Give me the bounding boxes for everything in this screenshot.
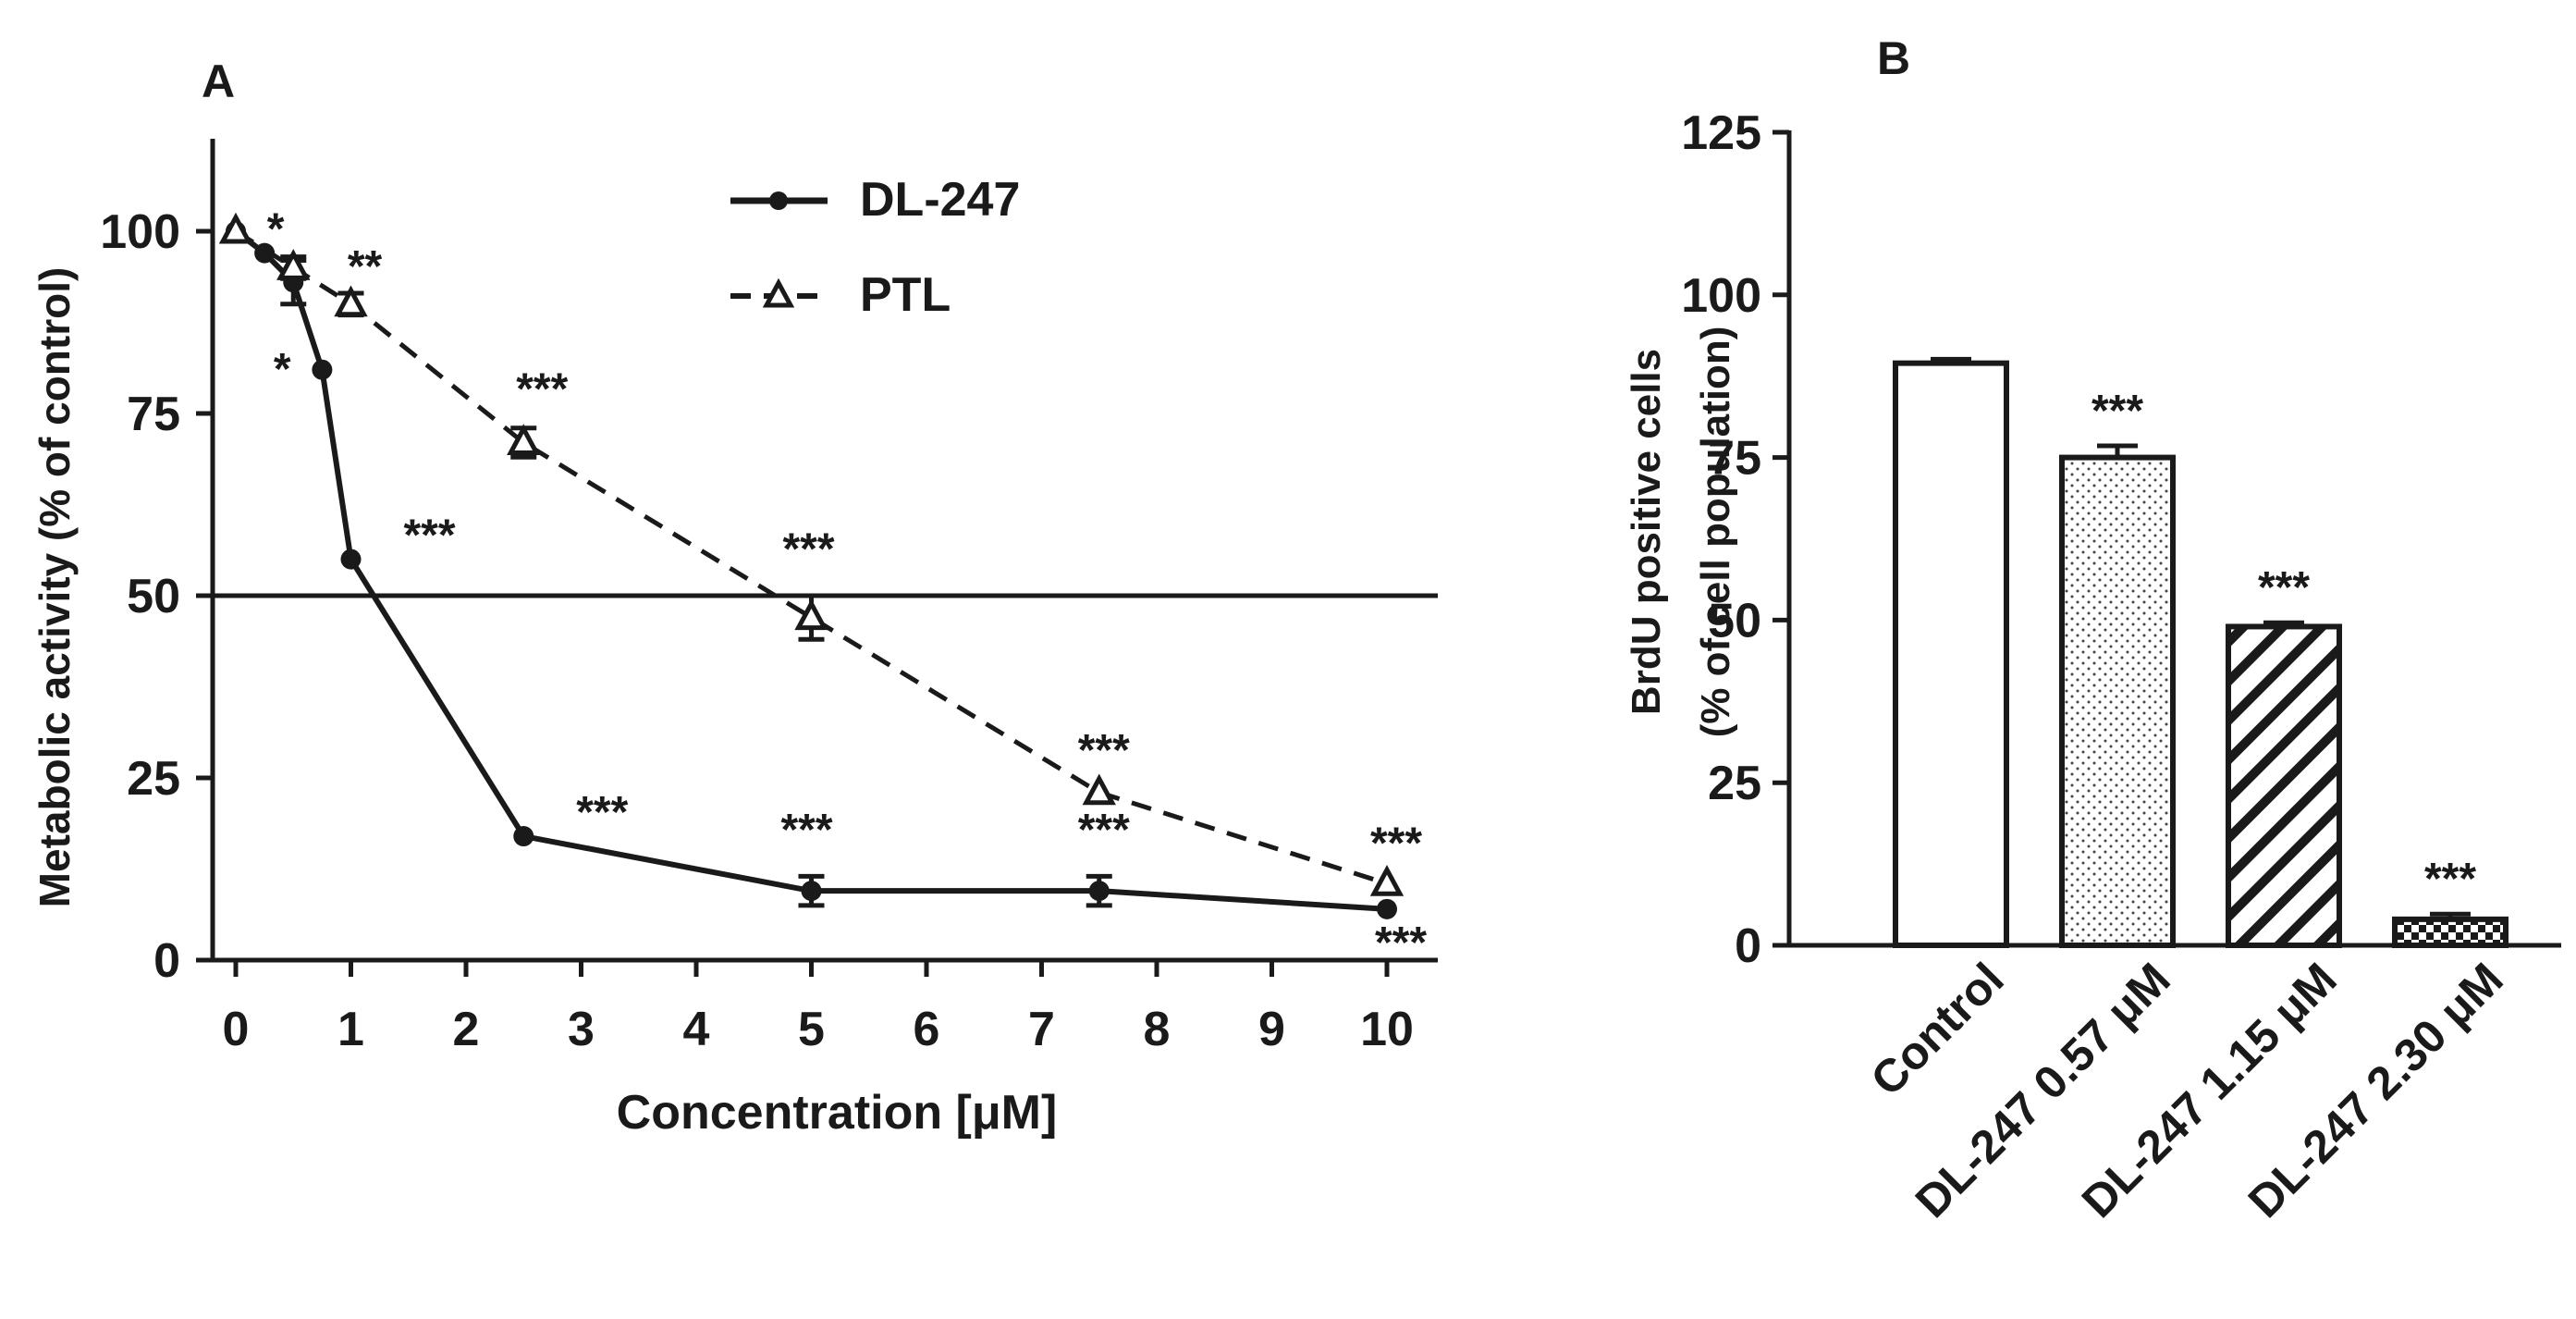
data-point-dl-247 [254,242,276,264]
panel-a-x-tick-label: 4 [683,1003,710,1056]
data-point-dl-247 [340,549,362,570]
significance-label: *** [1078,806,1130,855]
panel-a-axes [210,139,1438,963]
panel-a-y-ticks: 0 25 50 75 100 [100,205,213,988]
data-point-ptl [276,249,311,280]
data-point-ptl [334,285,368,317]
panel-b-y-tick-label: 25 [1708,757,1761,810]
panel-a-x-tick-label: 1 [337,1003,364,1056]
significance-label: *** [2091,387,2143,436]
significance-label: *** [782,525,834,574]
panel-b-y-tick-label: 125 [1681,106,1761,160]
data-point-dl-247 [1088,881,1110,902]
panel-b: B BrdU positive cells (% of cell populat… [1624,32,2561,1227]
data-point-ptl [1369,864,1405,896]
significance-label: * [267,205,285,254]
panel-b-y-tick-label: 100 [1681,269,1761,323]
panel-a-x-axis-label: Concentration [μM] [617,1086,1058,1140]
panel-a-y-tick-label: 100 [100,205,180,259]
panel-a-letter: A [202,55,235,107]
bar [2226,623,2342,948]
significance-label: *** [780,806,832,855]
significance-label: *** [1375,918,1427,968]
data-point-ptl [794,598,828,631]
panel-b-y-tick-label: 0 [1735,919,1761,973]
panel-a-x-tick-label: 10 [1360,1003,1414,1056]
panel-a-x-tick-label: 7 [1028,1003,1055,1056]
panel-b-category-label: Control [1861,953,2014,1105]
data-point-ptl [507,424,541,456]
panel-a-x-tick-label: 6 [914,1003,940,1056]
panel-a-y-tick-label: 0 [153,934,180,988]
panel-b-y-axis-label-line2: (% of cell population) [1693,327,1738,738]
panel-a-x-ticks: 0 1 2 3 4 5 6 7 8 9 10 [223,960,1414,1056]
panel-b-y-tick-label: 75 [1708,432,1761,486]
significance-label: ** [348,242,383,291]
significance-label: *** [516,365,568,414]
panel-b-letter: B [1877,32,1910,84]
panel-a-y-axis-label: Metabolic activity (% of control) [31,267,79,908]
panel-b-bars: *** *** *** [1893,356,2509,949]
data-point-dl-247 [1377,898,1397,919]
panel-a-x-tick-label: 5 [798,1003,825,1056]
panel-a-y-tick-label: 75 [127,388,180,441]
bar [2392,916,2509,949]
bar [1893,360,2009,948]
panel-a-x-tick-label: 8 [1144,1003,1171,1056]
significance-label: *** [1078,726,1130,775]
data-point-ptl [1082,773,1116,806]
panel-a-series: ******** *** ******************** [218,205,1427,968]
panel-a-y-tick-label: 25 [127,752,180,806]
panel-a-x-tick-label: 3 [568,1003,595,1056]
legend-ptl-marker-icon [762,277,795,308]
legend-ptl-label: PTL [860,268,951,322]
panel-a-y-tick-label: 50 [127,570,180,623]
significance-label: *** [403,512,455,561]
legend-dl247-marker-icon [769,191,788,210]
panel-a-x-tick-label: 2 [453,1003,480,1056]
panel-a: A Metabolic activity (% of control) Conc… [31,55,1438,1140]
legend-dl247-label: DL-247 [860,173,1020,227]
significance-label: * [274,345,291,394]
significance-label: *** [1370,819,1422,868]
bar [2059,454,2176,949]
panel-b-y-ticks: 0 25 50 75 100 125 [1681,106,1789,973]
panel-a-x-tick-label: 0 [223,1003,250,1056]
significance-label: *** [2424,855,2476,904]
significance-label: *** [576,788,628,837]
data-point-dl-247 [801,881,822,902]
panel-b-y-axis-label-line1: BrdU positive cells [1624,349,1669,715]
significance-label: *** [2258,563,2310,612]
data-point-ptl [218,212,253,244]
data-point-dl-247 [513,826,534,847]
panel-a-legend: DL-247 PTL [730,173,1020,322]
data-point-dl-247 [312,359,333,380]
panel-b-y-tick-label: 50 [1708,594,1761,647]
panel-a-x-tick-label: 9 [1258,1003,1285,1056]
